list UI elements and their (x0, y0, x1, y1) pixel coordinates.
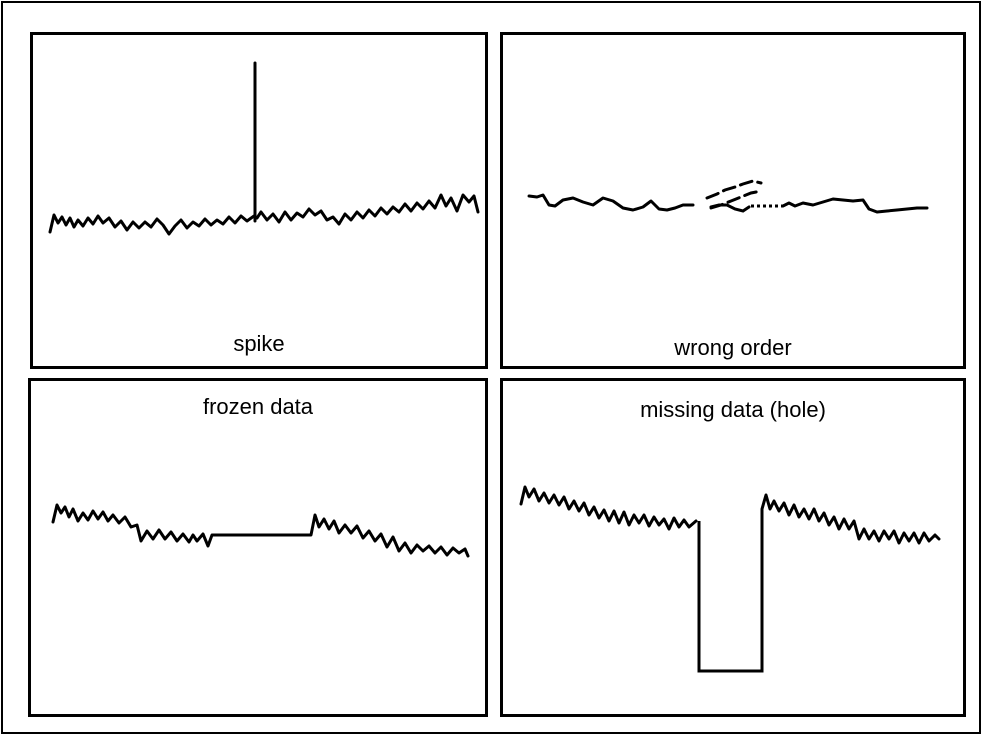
spike-noise-line (48, 193, 480, 236)
wrong-order-plot (527, 179, 929, 214)
frozen-noise-left (51, 503, 214, 548)
missing-noise-left (519, 485, 698, 531)
panel-frozen-data: frozen data (28, 378, 488, 717)
missing-data-plot (519, 485, 941, 673)
wrong-order-curl (709, 203, 751, 213)
panel-wrong-order: wrong order (500, 32, 966, 369)
missing-noise-right (760, 493, 941, 545)
panel-caption-missing-data: missing data (hole) (640, 397, 826, 422)
panel-caption-frozen-data: frozen data (202, 394, 314, 419)
panel-caption-wrong-order: wrong order (674, 335, 792, 360)
panel-spike: spike (30, 32, 488, 369)
wrong-order-line-right (781, 197, 929, 214)
panel-missing-data: missing data (hole) (500, 378, 966, 717)
frozen-noise-right (309, 513, 470, 558)
spike-plot (48, 61, 480, 236)
missing-hole-outline (697, 509, 764, 673)
frozen-data-plot (51, 503, 470, 558)
panel-caption-spike: spike (233, 331, 285, 356)
wrong-order-dashed-top (705, 179, 763, 200)
wrong-order-line-left (527, 193, 695, 212)
